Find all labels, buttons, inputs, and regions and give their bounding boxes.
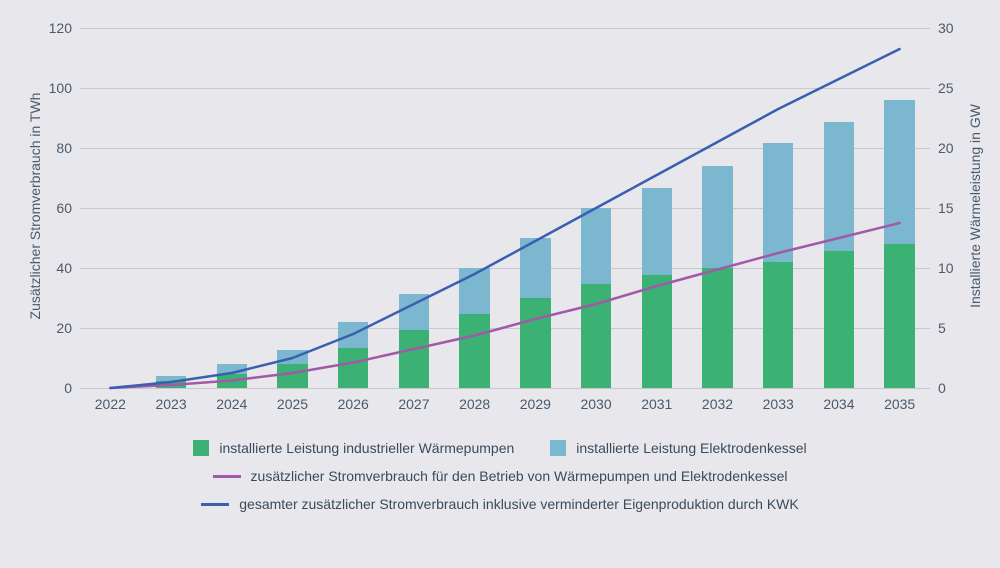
x-tick-label: 2025 xyxy=(277,396,308,412)
x-tick-label: 2032 xyxy=(702,396,733,412)
x-tick-label: 2024 xyxy=(216,396,247,412)
y-axis-right-title: Installierte Wärmeleistung in GW xyxy=(967,56,983,356)
legend-row: zusätzlicher Stromverbrauch für den Betr… xyxy=(213,468,788,484)
legend-item-gesamter-zusaetzlicher-verbrauch: gesamter zusätzlicher Stromverbrauch ink… xyxy=(201,496,798,512)
legend-swatch-square xyxy=(193,440,209,456)
y-left-tick-label: 80 xyxy=(56,140,72,156)
legend-row: installierte Leistung industrieller Wärm… xyxy=(193,440,806,456)
legend-swatch-square xyxy=(550,440,566,456)
legend: installierte Leistung industrieller Wärm… xyxy=(0,440,1000,512)
y-right-tick-label: 15 xyxy=(938,200,954,216)
legend-label: zusätzlicher Stromverbrauch für den Betr… xyxy=(251,468,788,484)
plot-area: 020406080100120 051015202530 20222023202… xyxy=(80,28,930,388)
legend-row: gesamter zusätzlicher Stromverbrauch ink… xyxy=(201,496,798,512)
line-gesamter-zusaetzlicher-verbrauch xyxy=(110,49,899,388)
x-tick-label: 2023 xyxy=(155,396,186,412)
legend-item-elektrodenkessel: installierte Leistung Elektrodenkessel xyxy=(550,440,806,456)
line-overlay xyxy=(80,28,930,388)
x-tick-label: 2029 xyxy=(520,396,551,412)
x-tick-label: 2028 xyxy=(459,396,490,412)
y-right-tick-label: 20 xyxy=(938,140,954,156)
y-left-tick-label: 0 xyxy=(64,380,72,396)
y-right-tick-label: 0 xyxy=(938,380,946,396)
legend-label: installierte Leistung Elektrodenkessel xyxy=(576,440,806,456)
y-left-tick-label: 40 xyxy=(56,260,72,276)
y-axis-left-title: Zusätzlicher Stromverbrauch in TWh xyxy=(27,56,43,356)
line-zusaetzlicher-verbrauch-wp-ek xyxy=(110,223,899,388)
x-tick-label: 2022 xyxy=(95,396,126,412)
legend-swatch-line xyxy=(201,503,229,506)
y-left-tick-label: 20 xyxy=(56,320,72,336)
y-right-tick-label: 5 xyxy=(938,320,946,336)
x-tick-label: 2033 xyxy=(763,396,794,412)
legend-item-waermepumpen: installierte Leistung industrieller Wärm… xyxy=(193,440,514,456)
y-right-tick-label: 10 xyxy=(938,260,954,276)
x-tick-label: 2027 xyxy=(398,396,429,412)
x-tick-label: 2031 xyxy=(641,396,672,412)
y-left-tick-label: 60 xyxy=(56,200,72,216)
legend-label: installierte Leistung industrieller Wärm… xyxy=(219,440,514,456)
legend-label: gesamter zusätzlicher Stromverbrauch ink… xyxy=(239,496,798,512)
x-tick-label: 2035 xyxy=(884,396,915,412)
legend-item-zusaetzlicher-verbrauch-wp-ek: zusätzlicher Stromverbrauch für den Betr… xyxy=(213,468,788,484)
y-left-tick-label: 120 xyxy=(49,20,72,36)
x-tick-label: 2034 xyxy=(823,396,854,412)
chart-container: 020406080100120 051015202530 20222023202… xyxy=(0,0,1000,568)
x-tick-label: 2026 xyxy=(338,396,369,412)
gridline xyxy=(80,388,930,389)
y-left-tick-label: 100 xyxy=(49,80,72,96)
y-right-tick-label: 30 xyxy=(938,20,954,36)
y-right-tick-label: 25 xyxy=(938,80,954,96)
legend-swatch-line xyxy=(213,475,241,478)
x-tick-label: 2030 xyxy=(580,396,611,412)
